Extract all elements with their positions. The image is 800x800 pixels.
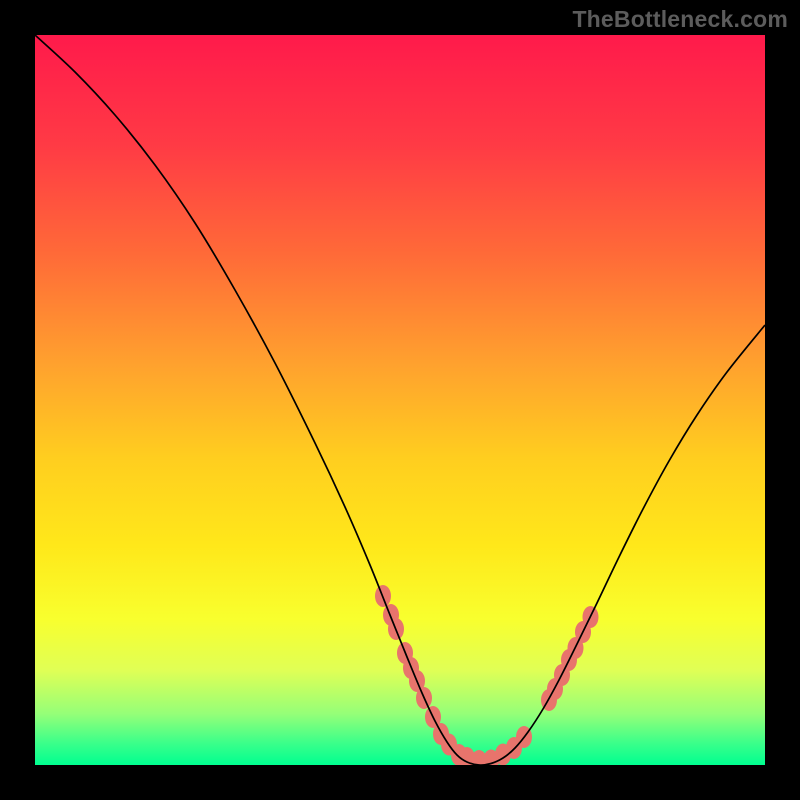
plot-area (35, 35, 765, 765)
gradient-background (35, 35, 765, 765)
chart-frame: TheBottleneck.com (0, 0, 800, 800)
watermark-text: TheBottleneck.com (572, 6, 788, 33)
